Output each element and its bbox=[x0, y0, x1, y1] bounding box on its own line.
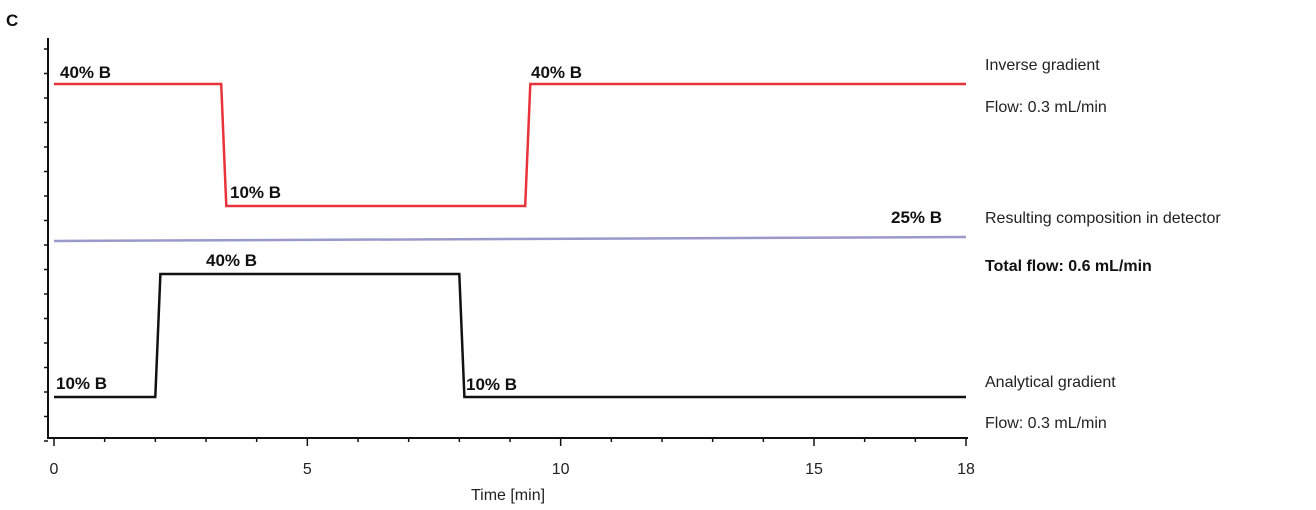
x-tick-label: 5 bbox=[303, 461, 312, 478]
inverse-gradient-label: Inverse gradient bbox=[985, 57, 1100, 74]
data-label-analytical-high: 40% B bbox=[206, 251, 257, 270]
analytical-flow-label: Flow: 0.3 mL/min bbox=[985, 415, 1107, 432]
inverse-flow-label: Flow: 0.3 mL/min bbox=[985, 99, 1107, 116]
data-label-inverse-end: 40% B bbox=[531, 63, 582, 82]
x-tick-label: 18 bbox=[957, 461, 975, 478]
resulting-composition-label: Resulting composition in detector bbox=[985, 210, 1221, 227]
data-label-analytical-end: 10% B bbox=[466, 375, 517, 394]
x-axis-title: Time [min] bbox=[471, 487, 545, 504]
total-flow-label: Total flow: 0.6 mL/min bbox=[985, 258, 1152, 275]
x-tick-label: 0 bbox=[50, 461, 59, 478]
data-label-inverse-low: 10% B bbox=[230, 183, 281, 202]
x-axis-ticks: 0 5 10 15 18 bbox=[50, 438, 975, 478]
analytical-gradient-label: Analytical gradient bbox=[985, 374, 1116, 391]
series-line-inverse-gradient bbox=[54, 82, 966, 208]
panel-label: C bbox=[6, 11, 18, 30]
y-axis-ticks bbox=[44, 48, 48, 442]
series-line-analytical-gradient bbox=[54, 272, 966, 399]
x-tick-label: 10 bbox=[552, 461, 570, 478]
data-label-inverse-start: 40% B bbox=[60, 63, 111, 82]
series-line-resulting-composition bbox=[53, 235, 967, 243]
data-label-analytical-start: 10% B bbox=[56, 374, 107, 393]
data-label-resulting: 25% B bbox=[891, 208, 942, 227]
x-tick-label: 15 bbox=[805, 461, 823, 478]
